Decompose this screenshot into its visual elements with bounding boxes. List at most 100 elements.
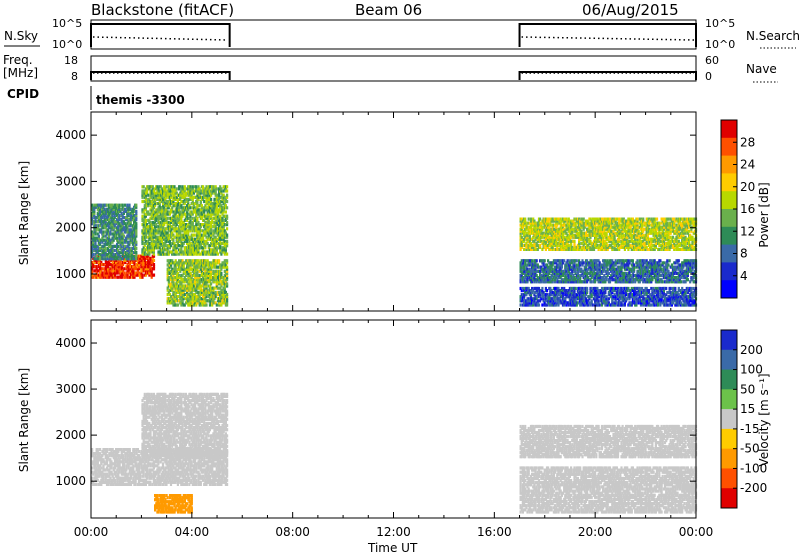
range-gate-cell: [223, 195, 226, 199]
range-gate-cell: [150, 239, 153, 243]
range-gate-cell: [183, 199, 186, 204]
range-gate-cell: [192, 191, 195, 195]
range-gate-cell: [102, 232, 105, 236]
range-gate-cell: [160, 244, 163, 248]
range-gate-cell: [95, 203, 98, 207]
range-gate-cell: [144, 218, 147, 222]
range-gate-cell: [158, 202, 161, 206]
range-gate-cell: [183, 235, 186, 239]
range-gate-cell: [159, 241, 162, 246]
range-gate-cell: [141, 256, 144, 260]
range-gate-cell: [151, 212, 154, 216]
range-gate-cell: [210, 229, 213, 233]
range-gate-cell: [210, 199, 213, 204]
range-gate-cell: [99, 269, 102, 273]
range-gate-cell: [179, 197, 182, 201]
range-gate-cell: [167, 206, 170, 210]
range-gate-cell: [211, 212, 214, 216]
range-gate-cell: [688, 229, 691, 233]
range-gate-cell: [188, 212, 191, 216]
range-gate-cell: [165, 248, 168, 252]
range-gate-cell: [142, 267, 145, 271]
range-gate-cell: [143, 231, 146, 235]
range-gate-cell: [128, 271, 131, 275]
range-gate-cell: [189, 195, 192, 199]
range-gate-cell: [108, 269, 111, 273]
range-gate-cell: [167, 187, 170, 191]
range-gate-cell: [149, 233, 152, 237]
range-gate-cell: [152, 267, 156, 271]
range-gate-cell: [214, 235, 217, 239]
range-gate-cell: [95, 236, 98, 240]
range-gate-cell: [173, 185, 176, 189]
range-gate-cell: [152, 244, 155, 248]
range-gate-cell: [213, 231, 216, 235]
range-gate-cell: [99, 267, 102, 271]
range-gate-cell: [219, 218, 222, 222]
range-gate-cell: [197, 208, 200, 212]
range-gate-cell: [160, 214, 163, 218]
range-gate-cell: [207, 189, 210, 193]
range-gate-cell: [96, 273, 99, 277]
range-gate-cell: [154, 199, 157, 204]
range-gate-cell: [199, 202, 202, 206]
range-gate-cell: [151, 237, 154, 241]
range-gate-cell: [168, 197, 171, 201]
range-gate-cell: [173, 223, 176, 227]
range-gate-cell: [198, 227, 201, 231]
range-gate-cell: [105, 203, 108, 207]
range-gate-cell: [175, 229, 178, 233]
range-gate-cell: [98, 224, 102, 228]
range-gate-cell: [199, 214, 202, 218]
range-gate-cell: [147, 244, 150, 248]
range-gate-cell: [141, 231, 144, 235]
range-gate-cell: [147, 265, 150, 269]
range-gate-cell: [202, 237, 205, 241]
range-gate-cell: [143, 216, 146, 220]
range-gate-cell: [165, 239, 168, 243]
range-gate-cell: [221, 241, 224, 246]
range-gate-cell: [218, 208, 221, 212]
range-gate-cell: [175, 187, 178, 191]
range-gate-cell: [168, 195, 171, 199]
range-gate-cell: [224, 235, 227, 239]
range-gate-cell: [143, 214, 146, 218]
range-gate-cell: [207, 233, 210, 237]
range-gate-cell: [176, 241, 179, 246]
range-gate-cell: [167, 246, 170, 250]
range-gate-cell: [171, 227, 174, 231]
range-gate-cell: [159, 250, 162, 254]
range-gate-cell: [108, 263, 111, 267]
range-gate-cell: [155, 239, 158, 243]
range-gate-cell: [139, 256, 142, 260]
range-gate-cell: [163, 208, 166, 212]
range-gate-cell: [192, 227, 195, 231]
range-gate-cell: [109, 273, 112, 277]
range-gate-cell: [147, 254, 150, 258]
range-gate-cell: [213, 225, 216, 229]
range-gate-cell: [165, 195, 168, 199]
range-gate-cell: [143, 260, 146, 265]
range-gate-cell: [197, 233, 200, 237]
range-gate-cell: [176, 303, 180, 307]
range-gate-cell: [187, 231, 190, 235]
range-gate-cell: [165, 233, 168, 237]
range-gate-cell: [163, 235, 166, 239]
range-gate-cell: [96, 213, 99, 218]
range-gate-cell: [218, 225, 221, 229]
range-gate-cell: [144, 223, 147, 227]
range-gate-cell: [671, 235, 675, 239]
range-gate-cell: [93, 260, 96, 265]
range-gate-cell: [207, 244, 210, 248]
range-gate-cell: [176, 216, 179, 220]
range-gate-cell: [146, 189, 149, 193]
range-gate-cell: [224, 248, 227, 252]
date-label: 06/Aug/2015: [582, 1, 679, 19]
range-gate-cell: [182, 210, 185, 214]
range-gate-cell: [143, 263, 146, 267]
range-gate-cell: [173, 197, 176, 201]
range-gate-cell: [93, 207, 96, 211]
range-gate-cell: [199, 199, 202, 204]
range-gate-cell: [95, 258, 98, 262]
range-gate-cell: [224, 185, 227, 189]
